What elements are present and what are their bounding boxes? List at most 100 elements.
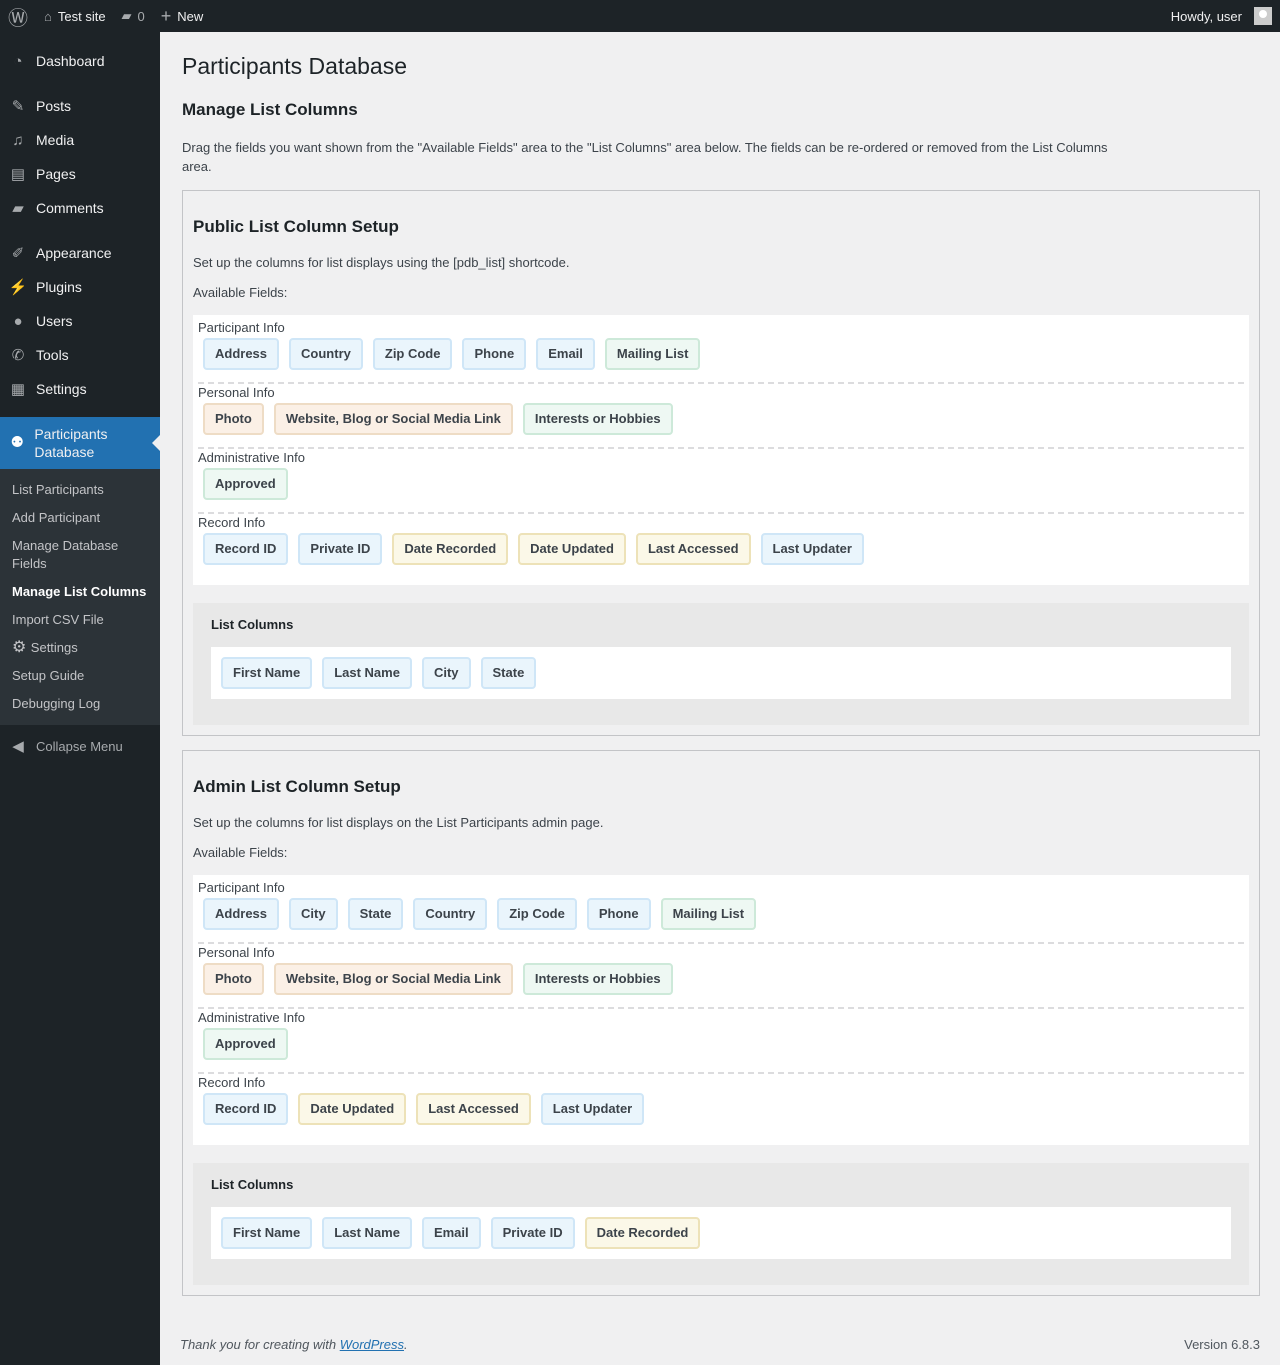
field-group-label: Personal Info <box>198 385 275 400</box>
sidebar: ◔ Dashboard ✎ Posts ♫ Media ▤ Pages ▰ Comments ✐ Ap… <box>0 32 160 1365</box>
site-link[interactable]: ⌂ Test site <box>36 0 114 32</box>
submenu-item-settings[interactable]: ⚙ Settings <box>0 634 160 662</box>
panel-description: Set up the columns for list displays usi… <box>193 255 570 270</box>
sidebar-item-appearance[interactable]: ✐ Appearance <box>0 236 160 270</box>
submenu-item-add-participant[interactable]: Add Participant <box>0 504 160 532</box>
field-group-label: Administrative Info <box>198 450 305 465</box>
submenu-label: List Participants <box>12 482 104 497</box>
submenu-item-manage-list-columns[interactable]: Manage List Columns <box>0 578 160 606</box>
comments-link[interactable]: ▰ 0 <box>114 0 153 32</box>
field-chip[interactable]: Last Accessed <box>635 533 751 565</box>
field-chip[interactable]: Phone <box>462 338 527 370</box>
available-fields-label: Available Fields: <box>193 285 288 300</box>
menu-separator <box>0 406 160 417</box>
sidebar-item-tools[interactable]: ✆ Tools <box>0 338 160 372</box>
field-chip[interactable]: Last Updater <box>540 1093 645 1125</box>
field-group: Administrative Info Approved <box>198 447 1244 510</box>
sidebar-item-posts[interactable]: ✎ Posts <box>0 89 160 123</box>
field-chip[interactable]: Country <box>289 338 363 370</box>
column-chip[interactable]: Date Recorded <box>584 1217 701 1249</box>
submenu-label: Manage Database Fields <box>12 538 119 571</box>
sidebar-item-plugins[interactable]: ⚡ Plugins <box>0 270 160 304</box>
new-content-button[interactable]: + New <box>153 0 212 32</box>
wordpress-logo-button[interactable]: Ⓦ <box>0 0 36 32</box>
sidebar-item-users[interactable]: ● Users <box>0 304 160 338</box>
submenu-item-list-participants[interactable]: List Participants <box>0 476 160 504</box>
column-chip[interactable]: Email <box>421 1217 481 1249</box>
submenu-label: Import CSV File <box>12 612 104 627</box>
pin-icon: ✎ <box>11 98 25 115</box>
available-fields-area: Participant Info Address City State Country Z… <box>193 875 1249 1145</box>
field-group: Participant Info Address City State Country Z… <box>198 881 1244 940</box>
field-chip[interactable]: Photo <box>203 963 264 995</box>
submenu-label: Debugging Log <box>12 696 101 711</box>
column-chip[interactable]: First Name <box>221 1217 313 1249</box>
submenu-item-manage-database-fields[interactable]: Manage Database Fields <box>0 532 160 578</box>
field-chip[interactable]: Mailing List <box>660 898 757 930</box>
sidebar-item-pages[interactable]: ▤ Pages <box>0 157 160 191</box>
field-chip[interactable]: Website, Blog or Social Media Link <box>273 403 513 435</box>
field-chip[interactable]: Approved <box>203 468 288 500</box>
field-chip[interactable]: Website, Blog or Social Media Link <box>273 963 513 995</box>
field-chip[interactable]: Zip Code <box>372 338 453 370</box>
field-chip[interactable]: Approved <box>203 1028 288 1060</box>
field-chip[interactable]: Date Updated <box>298 1093 407 1125</box>
field-chip[interactable]: Phone <box>586 898 651 930</box>
sidebar-item-label: Tools <box>36 347 69 363</box>
field-chip[interactable]: Record ID <box>203 1093 289 1125</box>
field-chip[interactable]: Country <box>413 898 488 930</box>
field-chip[interactable]: Interests or Hobbies <box>522 403 673 435</box>
footer: Thank you for creating with WordPress. V… <box>180 1337 1260 1352</box>
submenu-item-debugging-log[interactable]: Debugging Log <box>0 690 160 718</box>
sidebar-item-label: Pages <box>36 166 76 182</box>
field-chip-list: Photo Website, Blog or Social Media Link I… <box>198 963 1244 1005</box>
list-columns-dropzone[interactable]: First Name Last Name City State <box>211 647 1231 699</box>
field-group: Participant Info Address Country Zip Code Ph… <box>198 321 1244 380</box>
sidebar-item-participants-database[interactable]: ⚉ Participants Database <box>0 417 160 469</box>
field-chip[interactable]: Date Updated <box>518 533 626 565</box>
field-chip[interactable]: Address <box>203 338 280 370</box>
sidebar-item-comments[interactable]: ▰ Comments <box>0 191 160 225</box>
sidebar-item-dashboard[interactable]: ◔ Dashboard <box>0 44 160 78</box>
sidebar-item-label: Settings <box>36 381 87 397</box>
menu-separator <box>0 225 160 236</box>
wordpress-link[interactable]: WordPress <box>339 1337 404 1352</box>
column-chip[interactable]: Last Name <box>322 1217 412 1249</box>
field-chip-list: Approved <box>198 468 1244 510</box>
field-chip[interactable]: Private ID <box>298 533 383 565</box>
field-group-label: Record Info <box>198 1075 266 1090</box>
field-chip[interactable]: Record ID <box>203 533 289 565</box>
sidebar-item-label: Media <box>36 132 75 148</box>
column-chip[interactable]: Last Name <box>322 657 412 689</box>
column-chip[interactable]: City <box>421 657 471 689</box>
sidebar-item-media[interactable]: ♫ Media <box>0 123 160 157</box>
collapse-menu-button[interactable]: ◀ Collapse Menu <box>0 729 160 763</box>
wrench-icon: ✆ <box>11 347 25 364</box>
field-chip[interactable]: State <box>347 898 404 930</box>
column-chip[interactable]: State <box>480 657 537 689</box>
field-chip[interactable]: Email <box>536 338 595 370</box>
list-columns-area: List Columns First Name Last Name City State <box>193 603 1249 725</box>
field-chip-list: Record ID Date Updated Last Accessed Last U… <box>198 1093 1244 1135</box>
sidebar-item-label: Participants Database <box>34 426 108 460</box>
sidebar-item-settings[interactable]: ▦ Settings <box>0 372 160 406</box>
list-columns-dropzone[interactable]: First Name Last Name Email Private ID Date R… <box>211 1207 1231 1259</box>
field-chip[interactable]: Mailing List <box>604 338 701 370</box>
field-chip[interactable]: Last Accessed <box>416 1093 531 1125</box>
field-chip[interactable]: Date Recorded <box>392 533 509 565</box>
field-chip[interactable]: Last Updater <box>760 533 864 565</box>
column-chip[interactable]: First Name <box>221 657 313 689</box>
submenu-item-import-csv-file[interactable]: Import CSV File <box>0 606 160 634</box>
field-chip-list: Approved <box>198 1028 1244 1070</box>
field-chip[interactable]: Address <box>203 898 280 930</box>
field-chip[interactable]: City <box>289 898 338 930</box>
field-chip[interactable]: Photo <box>203 403 264 435</box>
column-chip[interactable]: Private ID <box>490 1217 575 1249</box>
field-chip[interactable]: Interests or Hobbies <box>522 963 673 995</box>
submenu-item-setup-guide[interactable]: Setup Guide <box>0 662 160 690</box>
account-menu[interactable]: Howdy, user <box>1163 0 1280 32</box>
field-chip[interactable]: Zip Code <box>497 898 577 930</box>
media-icon: ♫ <box>12 131 24 149</box>
menu-separator <box>0 78 160 89</box>
sidebar-item-label: Users <box>36 313 73 329</box>
